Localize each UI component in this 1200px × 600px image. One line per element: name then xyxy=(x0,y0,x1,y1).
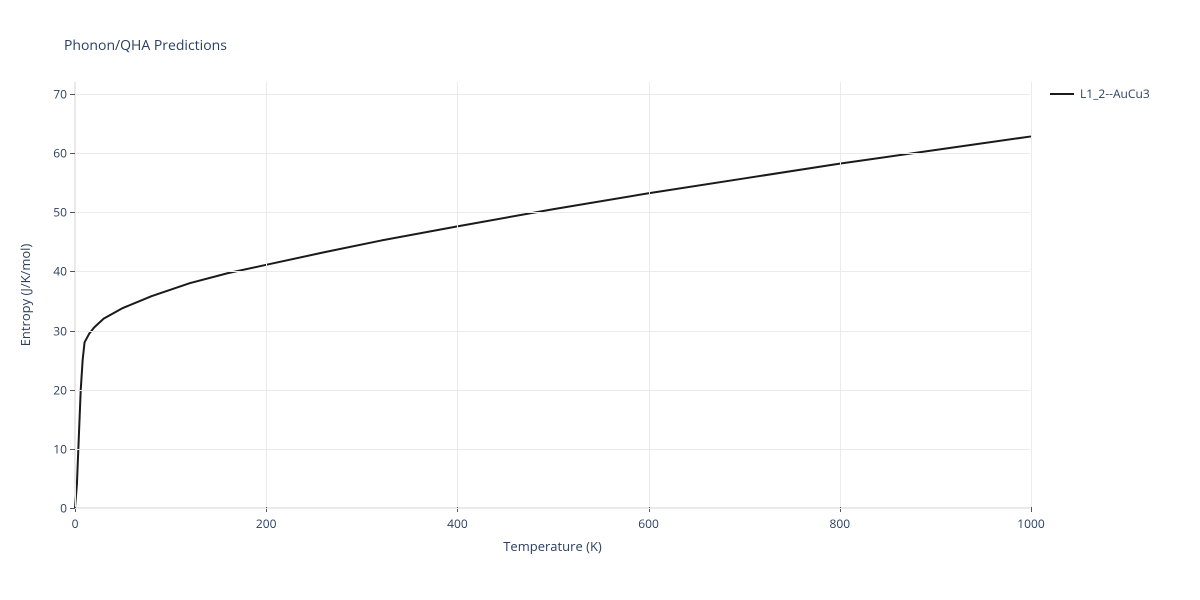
gridline-h xyxy=(75,331,1030,332)
y-tick-mark xyxy=(70,449,75,450)
x-tick-label: 400 xyxy=(447,515,468,532)
y-tick-label: 50 xyxy=(53,204,67,221)
chart-title: Phonon/QHA Predictions xyxy=(64,36,227,55)
legend[interactable]: L1_2--AuCu3 xyxy=(1050,85,1150,102)
gridline-h xyxy=(75,390,1030,391)
plot-area[interactable]: Temperature (K) Entropy (J/K/mol) 020040… xyxy=(74,82,1030,508)
y-tick-label: 40 xyxy=(53,263,67,280)
legend-swatch xyxy=(1050,93,1074,95)
gridline-v xyxy=(1031,82,1032,507)
legend-label: L1_2--AuCu3 xyxy=(1080,85,1150,102)
x-tick-label: 600 xyxy=(638,515,659,532)
line-series-svg xyxy=(75,82,1031,508)
y-tick-mark xyxy=(70,390,75,391)
gridline-v xyxy=(266,82,267,507)
gridline-h xyxy=(75,212,1030,213)
gridline-v xyxy=(649,82,650,507)
gridline-v xyxy=(840,82,841,507)
gridline-h xyxy=(75,153,1030,154)
y-tick-label: 60 xyxy=(53,145,67,162)
y-tick-mark xyxy=(70,94,75,95)
y-tick-mark xyxy=(70,271,75,272)
y-tick-label: 0 xyxy=(60,500,67,517)
x-tick-label: 0 xyxy=(72,515,79,532)
gridline-h xyxy=(75,94,1030,95)
x-tick-mark xyxy=(1031,507,1032,512)
x-tick-label: 1000 xyxy=(1017,515,1044,532)
y-tick-mark xyxy=(70,331,75,332)
gridline-h xyxy=(75,508,1030,509)
chart-container: Phonon/QHA Predictions Temperature (K) E… xyxy=(0,0,1200,600)
x-tick-label: 200 xyxy=(256,515,277,532)
y-tick-mark xyxy=(70,508,75,509)
gridline-v xyxy=(457,82,458,507)
gridline-h xyxy=(75,271,1030,272)
gridline-h xyxy=(75,449,1030,450)
series-line[interactable] xyxy=(75,136,1031,508)
y-tick-mark xyxy=(70,153,75,154)
y-tick-label: 70 xyxy=(53,85,67,102)
x-tick-label: 800 xyxy=(830,515,851,532)
y-tick-label: 30 xyxy=(53,322,67,339)
x-axis-title: Temperature (K) xyxy=(503,537,602,555)
y-tick-mark xyxy=(70,212,75,213)
y-tick-label: 20 xyxy=(53,381,67,398)
gridline-v xyxy=(75,82,76,507)
y-axis-title: Entropy (J/K/mol) xyxy=(16,243,34,346)
y-tick-label: 10 xyxy=(53,440,67,457)
